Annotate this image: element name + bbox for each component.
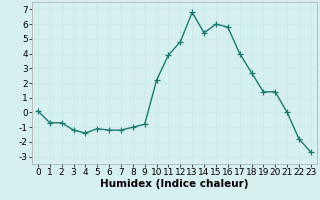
X-axis label: Humidex (Indice chaleur): Humidex (Indice chaleur) xyxy=(100,179,249,189)
